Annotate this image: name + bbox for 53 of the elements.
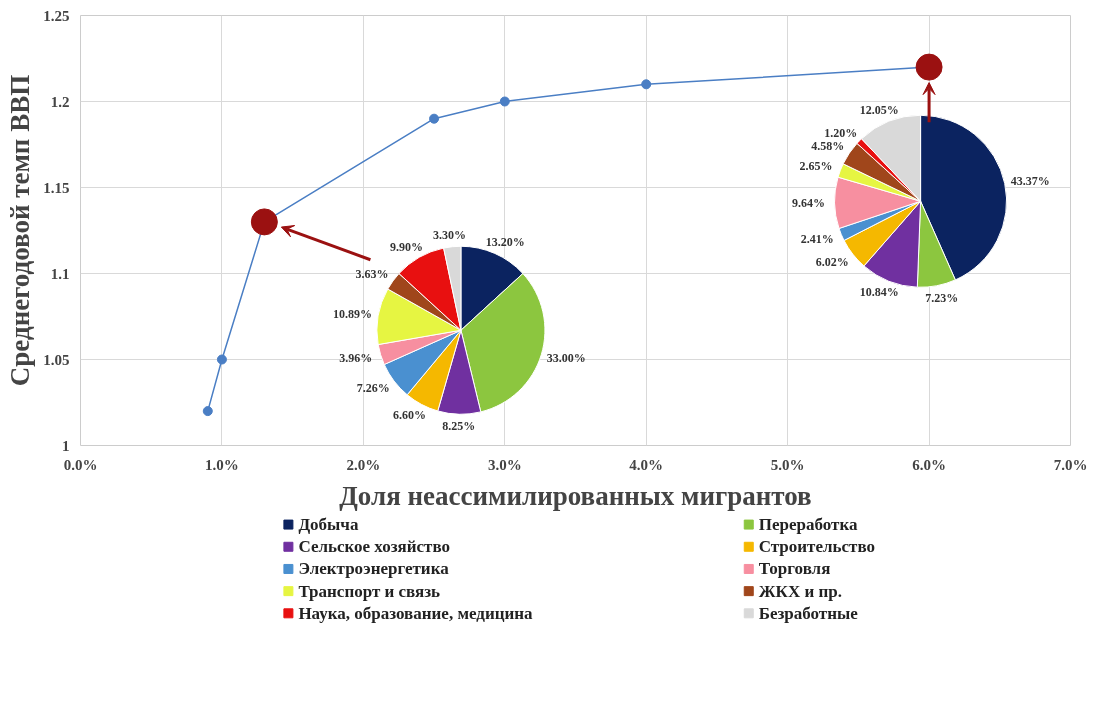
legend-label: ЖКХ и пр. (758, 581, 842, 601)
data-label: 2.65% (799, 159, 833, 174)
legend-label: Транспорт и связь (298, 581, 441, 601)
legend-label: Добыча (298, 515, 359, 535)
y-tick-label: 1.05 (43, 351, 70, 368)
x-tick-label: 3.0% (487, 456, 522, 473)
data-label: 8.25% (442, 419, 476, 434)
x-tick-label: 5.0% (770, 456, 805, 473)
y-tick-label: 1.15 (43, 179, 70, 196)
point (641, 79, 652, 90)
data-label: 43.37% (1010, 174, 1050, 189)
x-tick-label: 0.0% (63, 456, 98, 473)
data-label: 7.26% (356, 381, 390, 396)
x-tick-label: 4.0% (629, 456, 664, 473)
data-label: 13.20% (485, 235, 525, 250)
legend-label: Безработные (758, 603, 859, 623)
data-label: 6.02% (815, 254, 849, 269)
point (202, 406, 213, 417)
data-label: 3.30% (433, 227, 467, 242)
data-label: 2.41% (800, 232, 834, 247)
x-axis-title: Доля неассимилированных мигрантов (339, 480, 812, 511)
legend-label: Переработка (758, 515, 858, 535)
point (250, 208, 278, 236)
point (915, 53, 943, 81)
y-tick-label: 1.25 (43, 7, 70, 24)
y-tick-label: 1.1 (50, 265, 70, 282)
y-axis-title: Среднегодовой темп ВВП (5, 74, 36, 387)
data-label: 3.63% (355, 266, 389, 281)
legend-label: Электроэнергетика (298, 559, 450, 579)
data-label: 3.96% (339, 351, 373, 366)
legend-label: Сельское хозяйство (298, 537, 451, 557)
data-label: 4.58% (811, 139, 845, 154)
legend-label: Торговля (758, 559, 831, 579)
data-label: 10.89% (333, 306, 373, 321)
data-label: 7.23% (925, 290, 959, 305)
legend-label: Строительство (758, 537, 875, 557)
data-label: 9.90% (389, 239, 423, 254)
x-tick-label: 7.0% (1053, 456, 1088, 473)
y-tick-label: 1 (62, 437, 70, 454)
data-label: 12.05% (859, 103, 899, 118)
y-tick-label: 1.2 (50, 93, 70, 110)
data-label: 9.64% (792, 196, 826, 211)
data-label: 10.84% (859, 285, 899, 300)
point (499, 96, 510, 107)
data-label: 6.60% (392, 408, 426, 423)
legend-label: Наука, образование, медицина (298, 603, 534, 623)
point (216, 354, 227, 365)
data-label: 1.20% (824, 125, 858, 140)
x-tick-label: 1.0% (205, 456, 239, 473)
point (429, 113, 440, 124)
data-label: 33.00% (546, 351, 586, 366)
x-tick-label: 2.0% (346, 456, 381, 473)
x-tick-label: 6.0% (912, 456, 946, 473)
